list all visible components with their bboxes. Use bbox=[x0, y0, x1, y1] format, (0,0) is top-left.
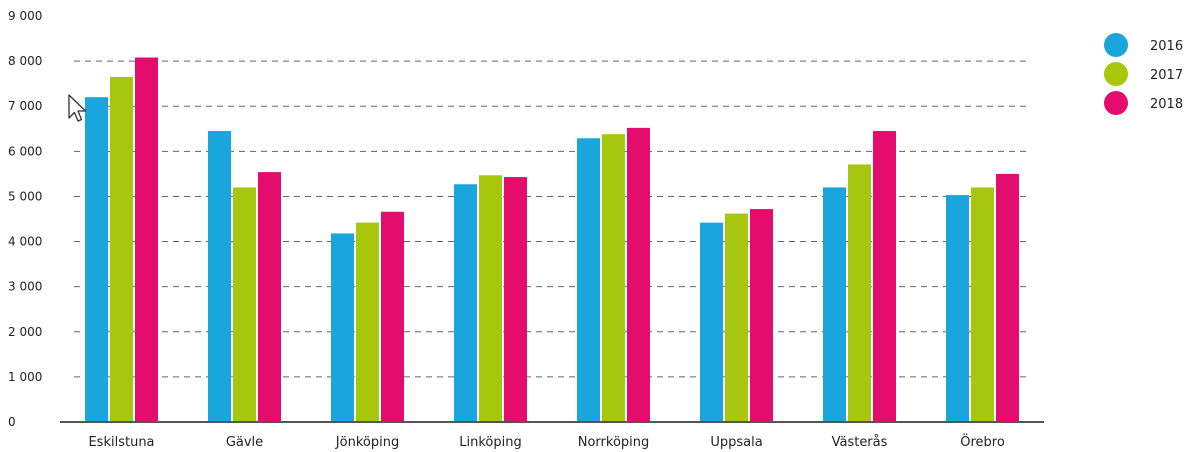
legend-label-2017: 2017 bbox=[1150, 68, 1183, 83]
legend-label-2018: 2018 bbox=[1150, 97, 1183, 112]
y-tick-label: 7 000 bbox=[8, 99, 42, 113]
bar-2017-1 bbox=[233, 187, 256, 422]
bar-2017-7 bbox=[971, 187, 994, 422]
bar-2018-0 bbox=[135, 57, 158, 422]
bar-2017-6 bbox=[848, 164, 871, 422]
bar-2016-4 bbox=[577, 138, 600, 423]
y-tick-label: 9 000 bbox=[8, 9, 42, 23]
bar-2017-2 bbox=[356, 222, 379, 422]
legend: 2016 2017 2018 bbox=[1104, 33, 1183, 115]
bar-2017-3 bbox=[479, 175, 502, 422]
bar-2016-7 bbox=[946, 195, 969, 422]
y-axis-tick-labels: 0 1 000 2 000 3 000 4 000 5 000 6 000 7 000 8 00… bbox=[8, 9, 42, 429]
bar-2016-6 bbox=[823, 187, 846, 422]
bar-2018-6 bbox=[873, 131, 896, 423]
legend-marker-2017 bbox=[1104, 62, 1128, 86]
x-tick-label: Uppsala bbox=[710, 435, 762, 450]
x-tick-label: Gävle bbox=[226, 435, 263, 450]
y-tick-label: 4 000 bbox=[8, 235, 42, 249]
legend-label-2016: 2016 bbox=[1150, 39, 1183, 54]
bar-2018-5 bbox=[750, 209, 773, 422]
legend-marker-2018 bbox=[1104, 91, 1128, 115]
y-tick-label: 6 000 bbox=[8, 144, 42, 158]
x-axis-category-labels: Eskilstuna Gävle Jönköping Linköping Norrköp… bbox=[88, 433, 1004, 450]
y-tick-label: 0 bbox=[8, 415, 16, 429]
bar-2018-2 bbox=[381, 211, 404, 422]
bar-2016-5 bbox=[700, 222, 723, 422]
legend-marker-2016 bbox=[1104, 33, 1128, 57]
x-tick-label: Örebro bbox=[960, 433, 1005, 450]
bar-2016-0 bbox=[85, 97, 108, 422]
y-tick-label: 5 000 bbox=[8, 189, 42, 203]
x-tick-label: Linköping bbox=[459, 435, 521, 450]
bars bbox=[85, 57, 1019, 423]
x-tick-label: Eskilstuna bbox=[88, 435, 154, 450]
y-tick-label: 3 000 bbox=[8, 280, 42, 294]
bar-2018-1 bbox=[258, 172, 281, 422]
bar-2016-3 bbox=[454, 184, 477, 422]
x-tick-label: Jönköping bbox=[335, 435, 399, 450]
x-tick-label: Västerås bbox=[832, 435, 888, 450]
y-tick-label: 8 000 bbox=[8, 54, 42, 68]
bar-2018-7 bbox=[996, 173, 1019, 422]
bar-2016-2 bbox=[331, 233, 354, 422]
y-tick-label: 1 000 bbox=[8, 370, 42, 384]
bar-2018-3 bbox=[504, 177, 527, 422]
y-tick-label: 2 000 bbox=[8, 325, 42, 339]
bar-2017-0 bbox=[110, 76, 133, 423]
bar-2018-4 bbox=[627, 127, 650, 423]
bar-2017-4 bbox=[602, 134, 625, 423]
bar-2016-1 bbox=[208, 131, 231, 423]
mouse-pointer-icon bbox=[68, 94, 87, 122]
bar-2017-5 bbox=[725, 213, 748, 422]
x-tick-label: Norrköping bbox=[578, 435, 650, 450]
